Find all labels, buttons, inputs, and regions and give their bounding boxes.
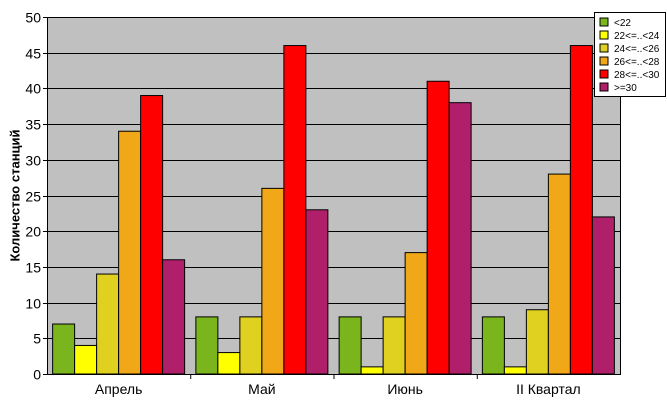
legend: <22 22<=..<24 24<=..<26 26<=..<28 28<=..<30 >…: [594, 12, 666, 97]
y-tick-label: 30: [25, 153, 41, 169]
bar: [217, 352, 241, 375]
bar: [547, 173, 571, 375]
legend-label: 28<=..<30: [614, 70, 660, 81]
x-category-label: Июнь: [387, 381, 423, 397]
x-category-label: Апрель: [95, 381, 143, 397]
bar: [481, 316, 505, 375]
x-category-label: Май: [248, 381, 275, 397]
legend-swatch: [599, 69, 609, 79]
bar: [96, 273, 120, 375]
y-tick-label: 35: [25, 117, 41, 133]
y-axis-title: Количество станций: [7, 129, 22, 261]
legend-label: >=30: [614, 83, 637, 94]
legend-swatch: [599, 56, 609, 66]
bar: [569, 45, 593, 375]
legend-label: <22: [614, 18, 631, 29]
legend-label: 26<=..<28: [614, 57, 660, 68]
bar: [162, 259, 186, 375]
bar: [52, 323, 76, 375]
x-axis-categories: Апрель Май Июнь II Квартал: [95, 374, 581, 397]
bar: [305, 209, 329, 375]
bar: [195, 316, 219, 375]
bar: [118, 130, 142, 375]
legend-swatch: [599, 17, 609, 27]
legend-swatch: [599, 43, 609, 53]
bar: [382, 316, 406, 375]
y-tick-label: 25: [25, 189, 41, 205]
bar: [360, 366, 384, 375]
y-axis-ticks: 0 5 10 15 20 25 30 35 40 45 50: [25, 10, 47, 383]
y-tick-label: 15: [25, 260, 41, 276]
y-tick-label: 40: [25, 81, 41, 97]
y-tick-label: 0: [33, 367, 41, 383]
bar: [426, 80, 450, 375]
bar: [591, 216, 615, 375]
bar: [74, 344, 98, 375]
bar: [261, 187, 285, 375]
y-tick-label: 10: [25, 296, 41, 312]
bar: [338, 316, 362, 375]
bar: [503, 366, 527, 375]
bar: [404, 252, 428, 375]
legend-swatch: [599, 82, 609, 92]
bars: [52, 45, 615, 375]
y-tick-label: 5: [33, 331, 41, 347]
bar: [448, 102, 472, 375]
legend-swatch: [599, 30, 609, 40]
bar: [239, 316, 263, 375]
legend-label: 24<=..<26: [614, 44, 660, 55]
bar: [140, 95, 164, 375]
y-tick-label: 45: [25, 46, 41, 62]
bar: [283, 45, 307, 375]
x-category-label: II Квартал: [516, 381, 581, 397]
bar: [525, 309, 549, 375]
y-tick-label: 50: [25, 10, 41, 26]
legend-label: 22<=..<24: [614, 31, 660, 42]
y-tick-label: 20: [25, 224, 41, 240]
